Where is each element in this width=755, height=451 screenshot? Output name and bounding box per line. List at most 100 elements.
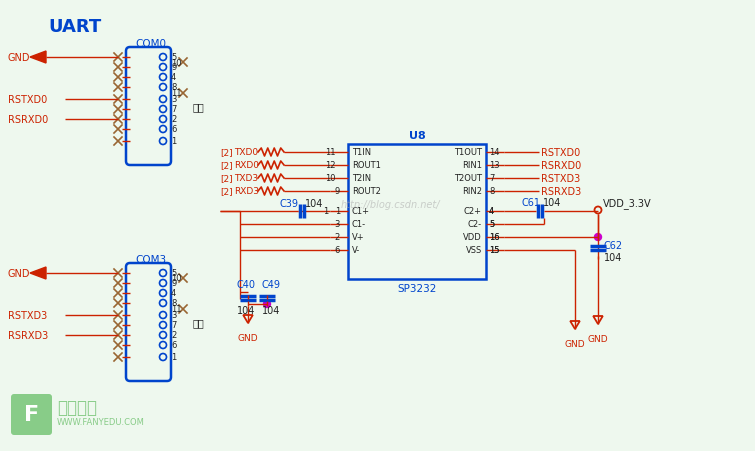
Text: RSRXD0: RSRXD0 [8, 115, 48, 125]
Text: 5: 5 [489, 220, 495, 229]
Text: ROUT2: ROUT2 [352, 187, 381, 196]
Text: 10: 10 [171, 58, 181, 67]
Text: 9: 9 [171, 279, 176, 288]
Text: 1: 1 [322, 207, 328, 216]
Text: V+: V+ [352, 233, 365, 242]
Text: RSRXD3: RSRXD3 [541, 187, 581, 197]
Text: UART: UART [48, 18, 101, 36]
Text: 104: 104 [262, 305, 280, 315]
Text: C1-: C1- [352, 220, 366, 229]
Text: 10: 10 [325, 174, 336, 183]
Text: 11: 11 [171, 305, 181, 314]
Text: T1OUT: T1OUT [454, 148, 482, 157]
Text: 8: 8 [171, 299, 177, 308]
Text: GND: GND [8, 268, 30, 278]
Bar [348, 145, 486, 279]
Text: [2]: [2] [220, 148, 233, 157]
Text: RSTXD3: RSTXD3 [541, 174, 581, 184]
Text: TXD3: TXD3 [234, 174, 258, 183]
Text: WWW.FANYEDU.COM: WWW.FANYEDU.COM [57, 418, 145, 427]
Text: 104: 104 [237, 305, 255, 315]
Text: 4: 4 [171, 74, 176, 83]
Text: C49: C49 [261, 279, 281, 290]
Text: 104: 104 [604, 253, 622, 262]
Text: VSS: VSS [466, 246, 482, 255]
Text: ROUT1: ROUT1 [352, 161, 381, 170]
Text: COM0: COM0 [135, 39, 166, 49]
Text: COM3: COM3 [135, 254, 166, 264]
Text: 3: 3 [171, 311, 177, 320]
Text: RSTXD0: RSTXD0 [541, 147, 581, 158]
Text: 15: 15 [489, 246, 500, 255]
Circle shape [594, 234, 602, 241]
Text: C2-: C2- [468, 220, 482, 229]
Text: 2: 2 [171, 331, 176, 340]
Circle shape [263, 301, 270, 308]
Text: VDD_3.3V: VDD_3.3V [603, 198, 652, 209]
Text: 6: 6 [171, 125, 177, 134]
Text: RSTXD3: RSTXD3 [8, 310, 48, 320]
Text: 5: 5 [489, 220, 495, 229]
Text: 2: 2 [171, 115, 176, 124]
Text: 8: 8 [171, 83, 177, 92]
Text: T2IN: T2IN [352, 174, 371, 183]
Text: GND: GND [587, 334, 609, 343]
Text: C40: C40 [236, 279, 255, 290]
FancyBboxPatch shape [11, 394, 52, 435]
Text: 11: 11 [171, 89, 181, 98]
Text: 7: 7 [171, 105, 177, 114]
Text: 3: 3 [334, 220, 340, 229]
Text: 5: 5 [171, 269, 176, 278]
Text: F: F [24, 405, 39, 424]
Text: C1+: C1+ [352, 207, 370, 216]
Text: 15: 15 [489, 246, 500, 255]
Text: C61: C61 [522, 198, 541, 207]
Text: GND: GND [565, 339, 585, 348]
Text: 104: 104 [305, 198, 323, 208]
Text: C2+: C2+ [464, 207, 482, 216]
Text: 1: 1 [334, 207, 340, 216]
Text: 9: 9 [334, 187, 340, 196]
Text: C62: C62 [604, 240, 623, 250]
Text: 公座: 公座 [193, 318, 205, 327]
Text: RSRXD3: RSRXD3 [8, 330, 48, 340]
Text: 11: 11 [325, 148, 336, 157]
Text: 3: 3 [171, 95, 177, 104]
Text: 7: 7 [171, 321, 177, 330]
Text: 12: 12 [325, 161, 336, 170]
Text: RIN1: RIN1 [462, 161, 482, 170]
Text: 4: 4 [489, 207, 495, 216]
Text: V-: V- [352, 246, 360, 255]
Text: 6: 6 [171, 341, 177, 350]
Text: GND: GND [8, 53, 30, 63]
Text: 16: 16 [489, 233, 500, 242]
Text: [2]: [2] [220, 187, 233, 196]
Polygon shape [30, 52, 46, 64]
Text: T2OUT: T2OUT [454, 174, 482, 183]
Text: http://blog.csdn.net/: http://blog.csdn.net/ [341, 199, 439, 210]
Text: C39: C39 [279, 198, 298, 208]
Text: GND: GND [238, 333, 258, 342]
Text: RXD0: RXD0 [234, 161, 259, 170]
Text: T1IN: T1IN [352, 148, 371, 157]
Text: 2: 2 [334, 233, 340, 242]
Text: [2]: [2] [220, 161, 233, 170]
Text: 凡亿教育: 凡亿教育 [57, 398, 97, 416]
Text: VDD: VDD [464, 233, 482, 242]
Text: 4: 4 [171, 289, 176, 298]
Text: 1: 1 [171, 137, 176, 146]
Text: 16: 16 [489, 233, 500, 242]
Text: 7: 7 [489, 174, 495, 183]
Text: 104: 104 [543, 198, 562, 207]
Text: 14: 14 [489, 148, 500, 157]
Text: RSTXD0: RSTXD0 [8, 95, 48, 105]
Text: 9: 9 [171, 63, 176, 72]
Text: 8: 8 [489, 187, 495, 196]
Text: TXD0: TXD0 [234, 148, 258, 157]
Text: 公座: 公座 [193, 102, 205, 112]
Text: SP3232: SP3232 [397, 283, 436, 293]
Text: 4: 4 [489, 207, 495, 216]
Polygon shape [30, 267, 46, 279]
Text: RSRXD0: RSRXD0 [541, 161, 581, 170]
Text: [2]: [2] [220, 174, 233, 183]
